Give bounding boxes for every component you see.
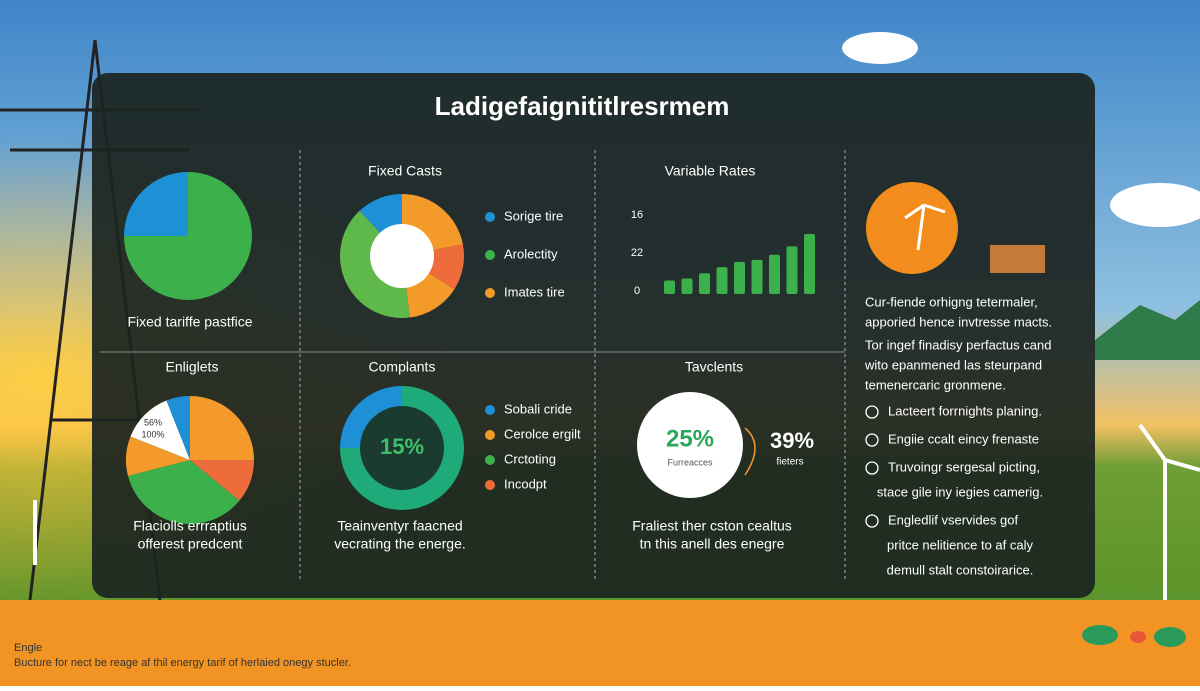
bar	[751, 259, 763, 294]
panel-title: Tavclents	[685, 359, 743, 375]
legend-label: Arolectity	[504, 246, 558, 261]
bullet-text: demull stalt constoirarice.	[887, 562, 1034, 577]
caption: Fraliest ther cston cealtus	[632, 518, 792, 534]
stat-main-sub: Furreacces	[667, 457, 713, 467]
footer-band	[0, 600, 1200, 686]
body-line: wito epanmened las steurpand	[864, 357, 1042, 372]
slice-label: 100%	[141, 429, 164, 439]
stat-side-sub: fieters	[776, 457, 803, 468]
bracket	[744, 427, 756, 476]
legend-dot	[485, 212, 495, 222]
icon-turbine	[904, 203, 946, 251]
body-line: apporied hence invtresse macts.	[865, 314, 1052, 329]
legend-dot	[485, 455, 495, 465]
axis-label: 22	[631, 247, 643, 259]
caption: Flaciolls errraptius	[133, 518, 247, 534]
body-line: Tor ingef finadisy perfactus cand	[865, 337, 1051, 352]
cloud	[842, 32, 918, 64]
caption: vecrating the energe.	[334, 536, 466, 552]
bar	[681, 278, 693, 294]
bar	[786, 246, 798, 294]
bullet-icon	[865, 514, 879, 528]
legend-label: Crctoting	[504, 451, 556, 466]
pie-slice	[124, 172, 188, 236]
pie-slice	[128, 460, 240, 524]
bullet-icon	[865, 405, 879, 419]
caption: tn this anell des enegre	[640, 536, 785, 552]
caption: Teainventyr faacned	[337, 518, 462, 534]
stat-main: 25%	[666, 425, 714, 452]
pie-slice	[124, 172, 252, 300]
panel-title: Complants	[369, 359, 436, 375]
legend-dot	[485, 430, 495, 440]
legend-dot	[485, 250, 495, 260]
body-line: Cur-fiende orhigng tetermaler,	[865, 294, 1038, 309]
bullet-text: Lacteert forrnights planing.	[888, 403, 1042, 418]
bar	[804, 234, 815, 294]
axis-label: 16	[631, 209, 643, 221]
caption: Fixed tariffe pastfice	[127, 314, 252, 330]
panel-title: Enliglets	[166, 359, 219, 375]
legend-dot	[485, 288, 495, 298]
bullet-text: Truvoingr sergesal picting,	[888, 459, 1040, 474]
bullet-text: Engiie ccalt eincy frenaste	[888, 431, 1039, 446]
bar	[734, 261, 745, 294]
bullet-text: Engledlif vservides gof	[888, 512, 1018, 527]
title: Ladigefaignititlresrmem	[435, 91, 730, 121]
legend-label: Cerolce ergilt	[504, 426, 581, 441]
footer-text: Bucture for nect be reage af thil energy…	[14, 657, 351, 669]
bullet-text: pritce nelitience to af caly	[887, 537, 1033, 552]
dividers	[100, 150, 846, 580]
bullet-icon	[865, 433, 879, 447]
donut-hole	[370, 224, 434, 288]
hills	[1095, 300, 1200, 360]
pie-slice	[166, 396, 190, 460]
center-value: 15%	[380, 434, 424, 459]
icon-circle	[866, 182, 958, 274]
stat-side: 39%	[770, 428, 814, 453]
pie-slice	[190, 396, 254, 460]
cloud	[1110, 183, 1200, 227]
legend-label: Imates tire	[504, 284, 565, 299]
donut-hole	[360, 406, 444, 490]
icon-house	[990, 245, 1045, 273]
leaf-icons	[1082, 625, 1186, 647]
axis-label: 0	[634, 285, 640, 297]
bar	[716, 267, 728, 294]
legend-label: Sobali cride	[504, 401, 572, 416]
pie-slice	[126, 436, 190, 476]
stat-circle	[637, 392, 743, 498]
bar	[769, 254, 780, 294]
caption: offerest predcent	[138, 536, 243, 552]
pie-slice	[190, 460, 254, 501]
bar	[699, 273, 710, 294]
wind-turbine	[33, 423, 1200, 600]
bullet-icon	[865, 461, 879, 475]
footer-title: Engle	[14, 642, 42, 654]
legend-dot	[485, 480, 495, 490]
body-line: temenercaric gronmene.	[865, 377, 1006, 392]
panel-title: Fixed Casts	[368, 163, 442, 179]
panel	[92, 73, 1095, 598]
panel-title: Variable Rates	[665, 163, 756, 179]
legend-label: Sorige tire	[504, 208, 563, 223]
legend-label: Incodpt	[504, 476, 547, 491]
bullet-text: stace gile iny iegies camerig.	[877, 484, 1043, 499]
legend-dot	[485, 405, 495, 415]
slice-label: 56%	[144, 417, 162, 427]
bar	[664, 280, 675, 294]
pie-slice	[130, 400, 190, 460]
